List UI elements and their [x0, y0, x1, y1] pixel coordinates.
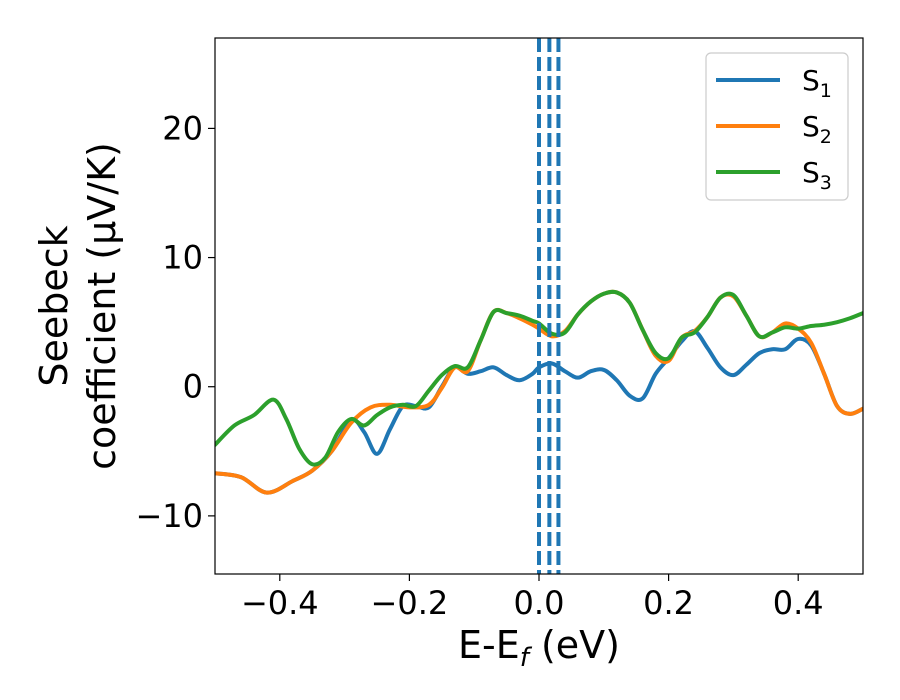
x-tick-label: 0.2	[643, 584, 694, 622]
series-layer	[215, 289, 863, 495]
y-tick-label: −10	[135, 497, 203, 535]
y-axis-label-line2: coefficient (μV/K)	[80, 142, 124, 470]
y-tick-label: 10	[162, 239, 203, 277]
series-line-s1	[215, 329, 863, 495]
x-tick-label: 0.4	[773, 584, 824, 622]
x-axis-label-unit: (eV)	[529, 623, 620, 667]
x-tick-label: −0.4	[241, 584, 319, 622]
x-axis-label: E-Ef (eV)	[458, 623, 620, 673]
series-line-s3	[215, 289, 863, 467]
y-ticks: −10 0 10 20	[135, 109, 215, 535]
legend-label: S2	[802, 110, 832, 148]
x-tick-label: −0.2	[371, 584, 449, 622]
vertical-lines-layer	[537, 38, 561, 574]
y-tick-label: 0	[183, 368, 203, 406]
legend-label: S1	[802, 64, 832, 102]
legend: S1 S2 S3	[705, 52, 849, 201]
x-tick-label: 0.0	[514, 584, 565, 622]
y-axis-label-line1: Seebeck	[32, 225, 76, 386]
legend-label: S3	[802, 156, 832, 194]
x-axis-label-base: E-E	[458, 623, 520, 667]
x-ticks: −0.4 −0.2 0.0 0.2 0.4	[241, 574, 824, 622]
y-tick-label: 20	[162, 109, 203, 147]
